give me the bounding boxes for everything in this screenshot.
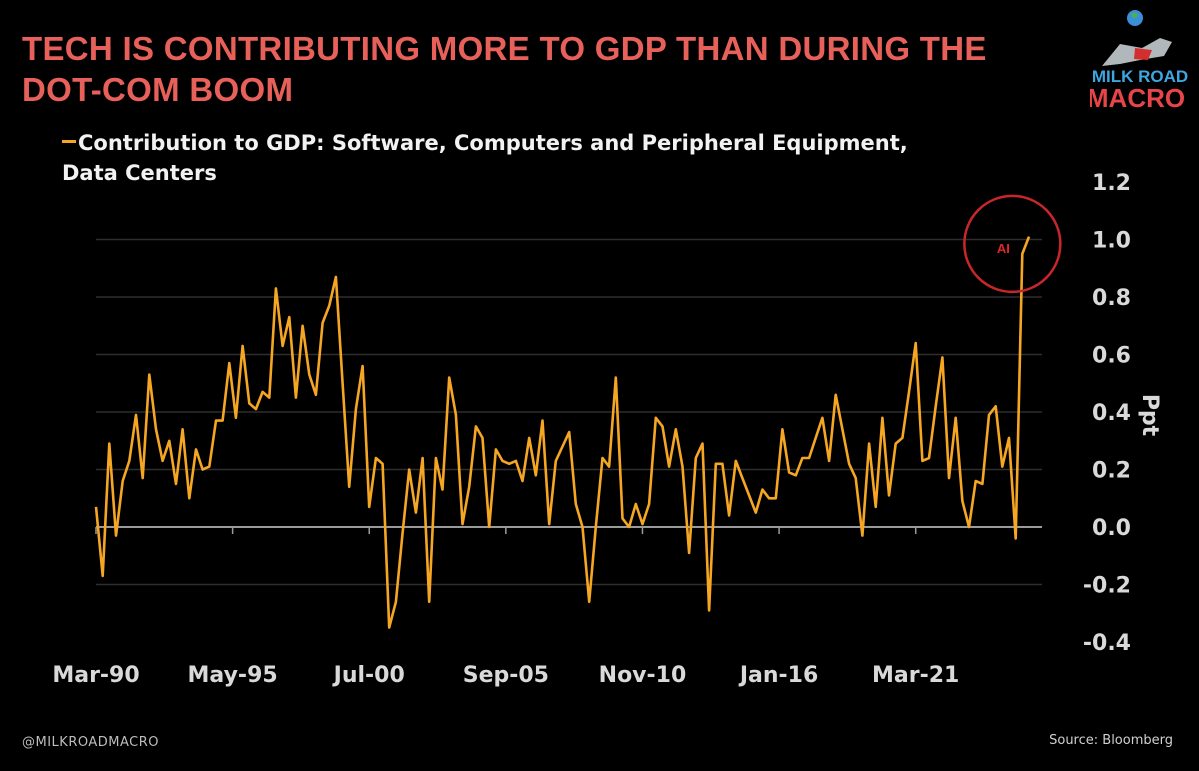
x-tick-label: Jul-00 bbox=[332, 663, 405, 688]
annotation-circle bbox=[963, 194, 1062, 294]
x-tick-label: Mar-90 bbox=[52, 663, 139, 688]
x-tick-label: Nov-10 bbox=[599, 663, 687, 688]
y-tick-label: 0.6 bbox=[1092, 344, 1131, 369]
y-tick-label: 1.0 bbox=[1092, 229, 1131, 254]
annotation-label: AI bbox=[997, 241, 1010, 256]
chart-title: TECH IS CONTRIBUTING MORE TO GDP THAN DU… bbox=[22, 30, 987, 108]
x-tick-label: May-95 bbox=[188, 663, 278, 688]
x-tick-label: Jan-16 bbox=[738, 663, 818, 688]
footer-source: Source: Bloomberg bbox=[1049, 733, 1173, 748]
y-tick-label: 0.0 bbox=[1092, 516, 1131, 541]
y-tick-label: 0.8 bbox=[1092, 286, 1131, 311]
legend-label-line2: Data Centers bbox=[62, 161, 217, 185]
svg-text:MACRO: MACRO bbox=[1090, 83, 1185, 112]
legend-swatch bbox=[62, 139, 76, 143]
y-tick-label: -0.2 bbox=[1083, 574, 1131, 599]
x-tick-label: Sep-05 bbox=[463, 663, 549, 688]
y-tick-label: 0.2 bbox=[1092, 459, 1131, 484]
footer-handle: @MILKROADMACRO bbox=[22, 735, 159, 750]
x-tick-label: Mar-21 bbox=[872, 663, 959, 688]
y-axis-label: Ppt bbox=[1137, 394, 1162, 437]
y-tick-label: -0.4 bbox=[1083, 631, 1131, 656]
legend: Contribution to GDP: Software, Computers… bbox=[62, 128, 1072, 188]
y-tick-label: 0.4 bbox=[1092, 401, 1131, 426]
legend-label-line1: Contribution to GDP: Software, Computers… bbox=[78, 131, 908, 155]
svg-text:MILK ROAD: MILK ROAD bbox=[1092, 67, 1188, 86]
milk-road-macro-logo: MILK ROAD MACRO bbox=[1090, 10, 1188, 112]
y-tick-label: 1.2 bbox=[1092, 171, 1131, 196]
series-line bbox=[94, 236, 1031, 629]
